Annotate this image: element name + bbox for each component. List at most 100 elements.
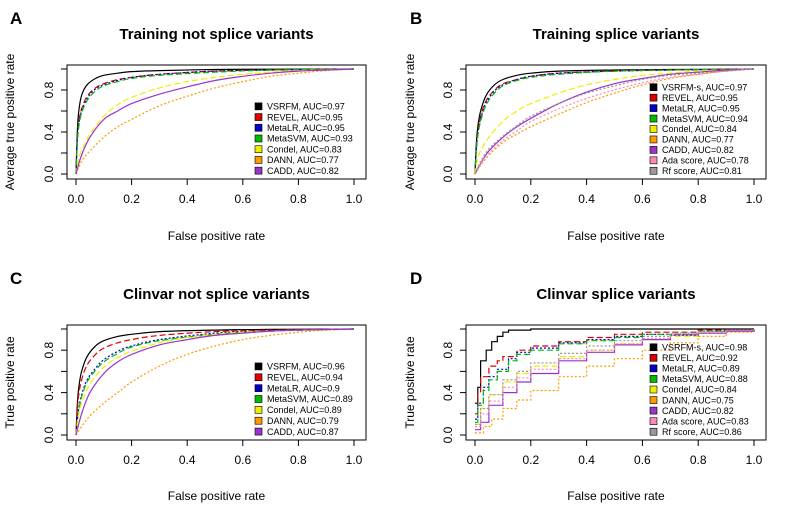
legend-swatch xyxy=(649,427,658,436)
y-axis-label: Average true positive rate xyxy=(403,53,417,190)
legend-swatch xyxy=(254,427,263,436)
x-tick-label: 0.2 xyxy=(522,453,539,467)
series-line xyxy=(75,328,355,436)
legend-entry: Condel, AUC=0.83 xyxy=(267,144,342,154)
legend-entry: Rf score, AUC=0.81 xyxy=(662,166,742,176)
legend-entry: Condel, AUC=0.84 xyxy=(662,124,737,134)
series-line xyxy=(474,68,755,175)
x-tick-label: 1.0 xyxy=(746,192,763,206)
legend-entry: CADD, AUC=0.87 xyxy=(267,427,339,437)
chart-title: Training not splice variants xyxy=(119,26,313,43)
series-line xyxy=(475,329,755,425)
legend-swatch xyxy=(649,93,658,102)
y-tick-label: 0.0 xyxy=(42,426,56,443)
legend-swatch xyxy=(254,395,263,403)
series-line xyxy=(75,68,355,175)
legend-entry: Condel, AUC=0.89 xyxy=(267,405,342,415)
x-tick-label: 0.8 xyxy=(690,453,707,467)
legend-entry: MetaSVM, AUC=0.88 xyxy=(662,374,748,384)
legend-entry: CADD, AUC=0.82 xyxy=(662,406,734,416)
legend-entry: VSRFM, AUC=0.97 xyxy=(267,102,345,112)
x-tick-label: 0.8 xyxy=(290,192,307,206)
x-tick-label: 0.4 xyxy=(578,453,595,467)
legend-entry: DANN, AUC=0.77 xyxy=(662,135,734,145)
panel-letter: A xyxy=(10,9,22,28)
y-axis-label: Average true positive rate xyxy=(3,53,17,190)
series-line xyxy=(75,68,355,175)
x-tick-label: 0.0 xyxy=(68,453,85,467)
legend-swatch xyxy=(254,406,263,414)
y-tick-label: 0.4 xyxy=(42,123,56,140)
legend-entry: DANN, AUC=0.75 xyxy=(662,395,734,405)
x-tick-label: 1.0 xyxy=(746,453,763,467)
legend-swatch xyxy=(649,354,658,362)
legend-entry: MetaLR, AUC=0.95 xyxy=(662,103,740,113)
y-tick-label: 0.4 xyxy=(441,384,455,401)
panel-letter: D xyxy=(410,269,422,288)
legend-entry: VSRFM-s, AUC=0.97 xyxy=(662,82,747,92)
legend-swatch xyxy=(254,134,263,143)
chart-title: Training splice variants xyxy=(533,26,700,43)
series-line xyxy=(475,329,755,428)
plot-area xyxy=(465,64,767,180)
legend-swatch xyxy=(649,156,658,165)
series-line xyxy=(474,68,755,175)
legend-entry: MetaSVM, AUC=0.89 xyxy=(267,394,353,404)
legend-swatch xyxy=(254,373,263,382)
legend-swatch xyxy=(254,145,263,154)
legend-swatch xyxy=(649,364,658,373)
x-axis-label: False positive rate xyxy=(168,229,266,243)
series-line xyxy=(75,328,355,436)
x-tick-label: 0.6 xyxy=(634,192,651,206)
x-axis-label: False positive rate xyxy=(168,489,266,503)
series-line xyxy=(474,68,755,175)
legend-swatch xyxy=(649,343,658,352)
legend-entry: MetaSVM, AUC=0.93 xyxy=(267,134,353,144)
x-tick-label: 0.2 xyxy=(123,453,140,467)
x-tick-label: 0.6 xyxy=(234,453,251,467)
legend-swatch xyxy=(649,83,658,92)
legend-swatch xyxy=(649,135,658,144)
legend-entry: DANN, AUC=0.77 xyxy=(267,155,339,165)
y-tick-label: 0.0 xyxy=(441,165,455,182)
series-line xyxy=(75,68,355,175)
series-line xyxy=(75,328,355,436)
y-tick-label: 0.8 xyxy=(441,342,455,359)
plot-area xyxy=(66,64,367,180)
y-axis-label: True positive rate xyxy=(403,336,417,429)
y-tick-label: 0.8 xyxy=(42,342,56,359)
chart-panel-a: A Training not splice variants 0.0 0.2 0.4 0.… xyxy=(3,9,367,243)
legend-entry: DANN, AUC=0.79 xyxy=(267,416,339,426)
series-line xyxy=(75,328,355,436)
legend-swatch xyxy=(649,375,658,383)
x-tick-label: 1.0 xyxy=(346,192,363,206)
series-line xyxy=(75,68,355,175)
legend-swatch xyxy=(254,416,263,425)
x-tick-label: 0.8 xyxy=(290,453,307,467)
legend-swatch xyxy=(649,125,658,133)
series-line xyxy=(75,68,355,175)
x-axis-label: False positive rate xyxy=(567,229,665,243)
legend-swatch xyxy=(649,417,658,425)
legend-entry: CADD, AUC=0.82 xyxy=(662,145,734,155)
x-tick-label: 0.4 xyxy=(179,192,196,206)
legend-swatch xyxy=(649,385,658,394)
x-tick-label: 0.0 xyxy=(467,192,484,206)
legend-entry: MetaLR, AUC=0.9 xyxy=(267,383,340,393)
x-tick-label: 0.2 xyxy=(522,192,539,206)
legend-entry: REVEL, AUC=0.92 xyxy=(662,353,738,363)
plot-area xyxy=(465,324,767,441)
legend-entry: Rf score, AUC=0.86 xyxy=(662,427,742,437)
series-line xyxy=(75,68,355,175)
legend-entry: REVEL, AUC=0.94 xyxy=(267,372,343,382)
x-tick-label: 0.0 xyxy=(467,453,484,467)
series-line xyxy=(474,68,755,175)
legend-swatch xyxy=(649,146,658,154)
legend-entry: VSRFM, AUC=0.96 xyxy=(267,362,345,372)
series-line xyxy=(475,329,755,431)
x-tick-label: 0.8 xyxy=(690,192,707,206)
y-tick-label: 0.4 xyxy=(42,384,56,401)
legend-swatch xyxy=(649,104,658,112)
plot-area xyxy=(66,324,367,441)
